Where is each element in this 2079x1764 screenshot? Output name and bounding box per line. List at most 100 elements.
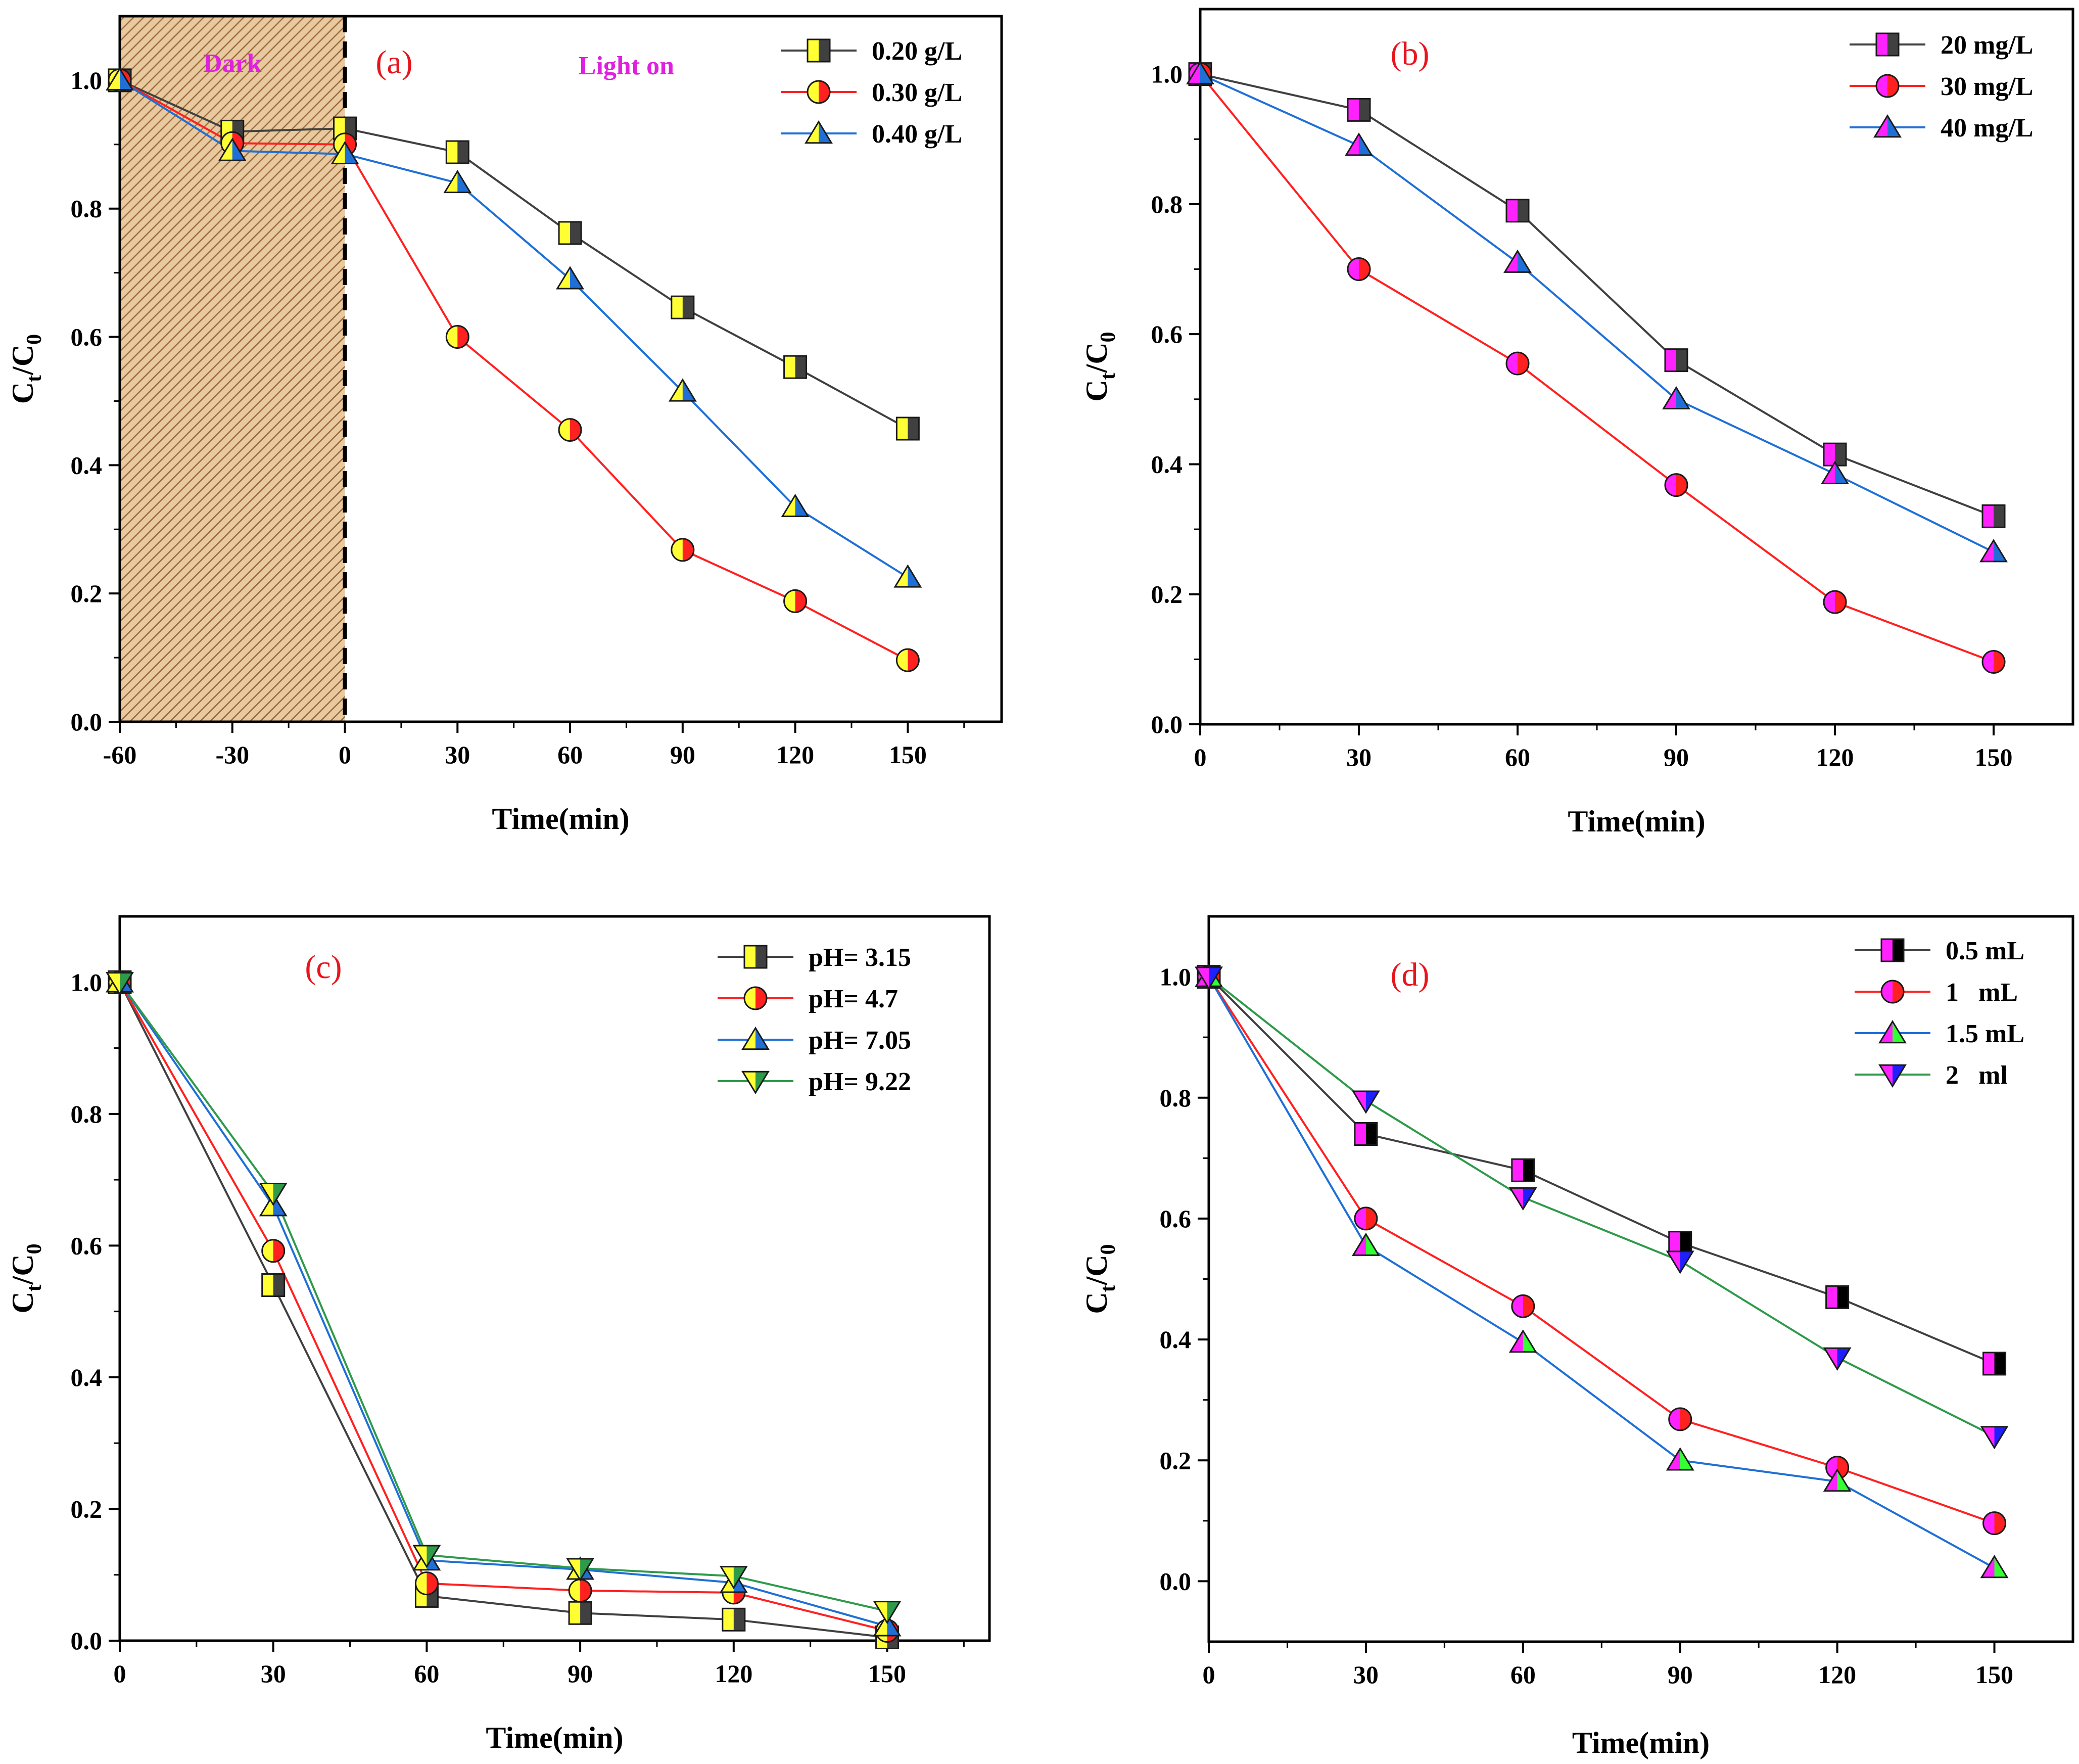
data-point-fill-right [1835, 591, 1846, 614]
plot-frame [1207, 915, 2074, 1643]
data-point-fill-right [427, 1572, 438, 1595]
data-point [1351, 1090, 1380, 1114]
data-point-outline [781, 493, 810, 518]
data-point [1664, 473, 1688, 497]
x-tick-label: 150 [1975, 743, 2013, 771]
data-point-outline [895, 416, 920, 441]
x-tick-label: 90 [1664, 743, 1689, 771]
data-point-fill-right [1994, 1352, 2006, 1375]
data-point-outline [1351, 1090, 1380, 1114]
legend-marker [1875, 74, 1900, 98]
y-tick-label: 0.6 [71, 323, 103, 351]
data-point [1347, 257, 1371, 282]
data-point [261, 1239, 286, 1263]
data-point [668, 378, 697, 402]
y-axis-title: Ct/C0 [6, 334, 46, 404]
y-tick-label: 0.4 [1160, 1325, 1192, 1354]
x-tick-label: 60 [1505, 743, 1530, 771]
legend-marker-outline [1875, 74, 1900, 98]
data-point-fill-right [733, 1608, 745, 1631]
y-tick-label: 1.0 [1151, 60, 1183, 88]
data-point-outline [1821, 460, 1849, 484]
data-point [443, 169, 472, 194]
data-point [1825, 1456, 1850, 1480]
plot-frame [1199, 8, 2074, 726]
data-point [719, 1566, 748, 1590]
y-tick-label: 0.0 [71, 708, 103, 736]
legend-marker-outline [743, 945, 768, 969]
data-point-outline [722, 1607, 746, 1632]
data-point [1195, 966, 1223, 990]
data-point-outline [783, 589, 808, 613]
data-point-outline [1347, 98, 1371, 122]
data-point [414, 1571, 439, 1596]
data-point-fill-right [1994, 1512, 2006, 1535]
y-tick-label: 0.0 [1151, 710, 1183, 738]
data-point-fill-right [1680, 1231, 1691, 1254]
data-point-outline [412, 1547, 441, 1571]
data-point-outline [1354, 1122, 1378, 1146]
legend-marker [807, 38, 831, 63]
data-point-outline [1979, 539, 2008, 563]
y-axis-title-part: /C [6, 345, 39, 376]
legend-marker-outline [743, 986, 768, 1010]
data-point-outline [1511, 1294, 1535, 1318]
legend-marker [1880, 980, 1905, 1004]
legend: 0.5 mL 1 mL 1.5 mL 2 ml [1855, 937, 2024, 1090]
legend-marker-outline [1880, 980, 1905, 1004]
series-line-1 [119, 79, 909, 430]
data-point-outline [1505, 199, 1530, 223]
dark-label: Dark [203, 49, 262, 78]
y-tick-label: 0.2 [71, 579, 103, 608]
legend-marker-outline [1878, 1020, 1907, 1044]
y-tick-label: 1.0 [71, 66, 103, 95]
series-line-1 [119, 982, 887, 1639]
legend-label: 40 mg/L [1941, 114, 2033, 143]
data-point [781, 493, 810, 518]
series-line-3 [1208, 976, 1995, 1569]
data-point [556, 266, 585, 290]
data-point-outline [719, 1566, 748, 1590]
data-point [873, 1601, 902, 1624]
light-on-label: Light on [579, 52, 674, 80]
y-axis-title-part: t [23, 375, 46, 382]
legend-marker-fill-right [755, 946, 767, 968]
plot-frame [118, 915, 991, 1642]
panel-label: (a) [375, 44, 412, 81]
data-point [893, 564, 922, 588]
data-point [1979, 539, 2008, 563]
x-axis-title: Time(min) [1568, 805, 1705, 838]
legend-item: 40 mg/L [1850, 114, 2033, 143]
legend-item: 1 mL [1855, 978, 2018, 1007]
data-point-outline [414, 1571, 439, 1596]
data-point-fill-right [1359, 258, 1370, 281]
data-point-outline [1666, 1250, 1694, 1274]
data-point-fill-right [795, 590, 807, 613]
data-point-outline [1503, 249, 1532, 273]
x-tick-label: 150 [889, 740, 927, 769]
data-point-fill-right [1359, 99, 1370, 121]
data-point-fill-right [1365, 1207, 1377, 1230]
legend-marker-outline [805, 120, 833, 144]
legend-item: 0.40 g/L [781, 120, 962, 149]
legend-marker [741, 1071, 770, 1094]
data-point [1508, 1329, 1537, 1353]
data-point-outline [1505, 351, 1530, 376]
data-point-fill-right [1994, 505, 2005, 528]
y-axis-title-part: /C [6, 1254, 39, 1285]
data-point-outline [1666, 1447, 1694, 1471]
data-point [566, 1558, 595, 1582]
data-point-outline [1980, 1555, 2009, 1579]
y-tick-label: 0.2 [1160, 1446, 1192, 1474]
data-point-outline [1347, 257, 1371, 282]
data-point-outline [1664, 348, 1688, 373]
x-axis-title: Time(min) [1572, 1726, 1710, 1759]
legend-label: 0.5 mL [1946, 937, 2024, 965]
data-point [1347, 98, 1371, 122]
data-point-fill-right [1518, 199, 1529, 222]
legend-marker-outline [1873, 114, 1902, 138]
data-point-outline [1511, 1158, 1535, 1182]
data-point [261, 1273, 286, 1297]
data-point [1823, 590, 1847, 614]
legend: pH= 3.15 pH= 4.7 pH= 7.05 pH= 9.22 [718, 943, 911, 1096]
